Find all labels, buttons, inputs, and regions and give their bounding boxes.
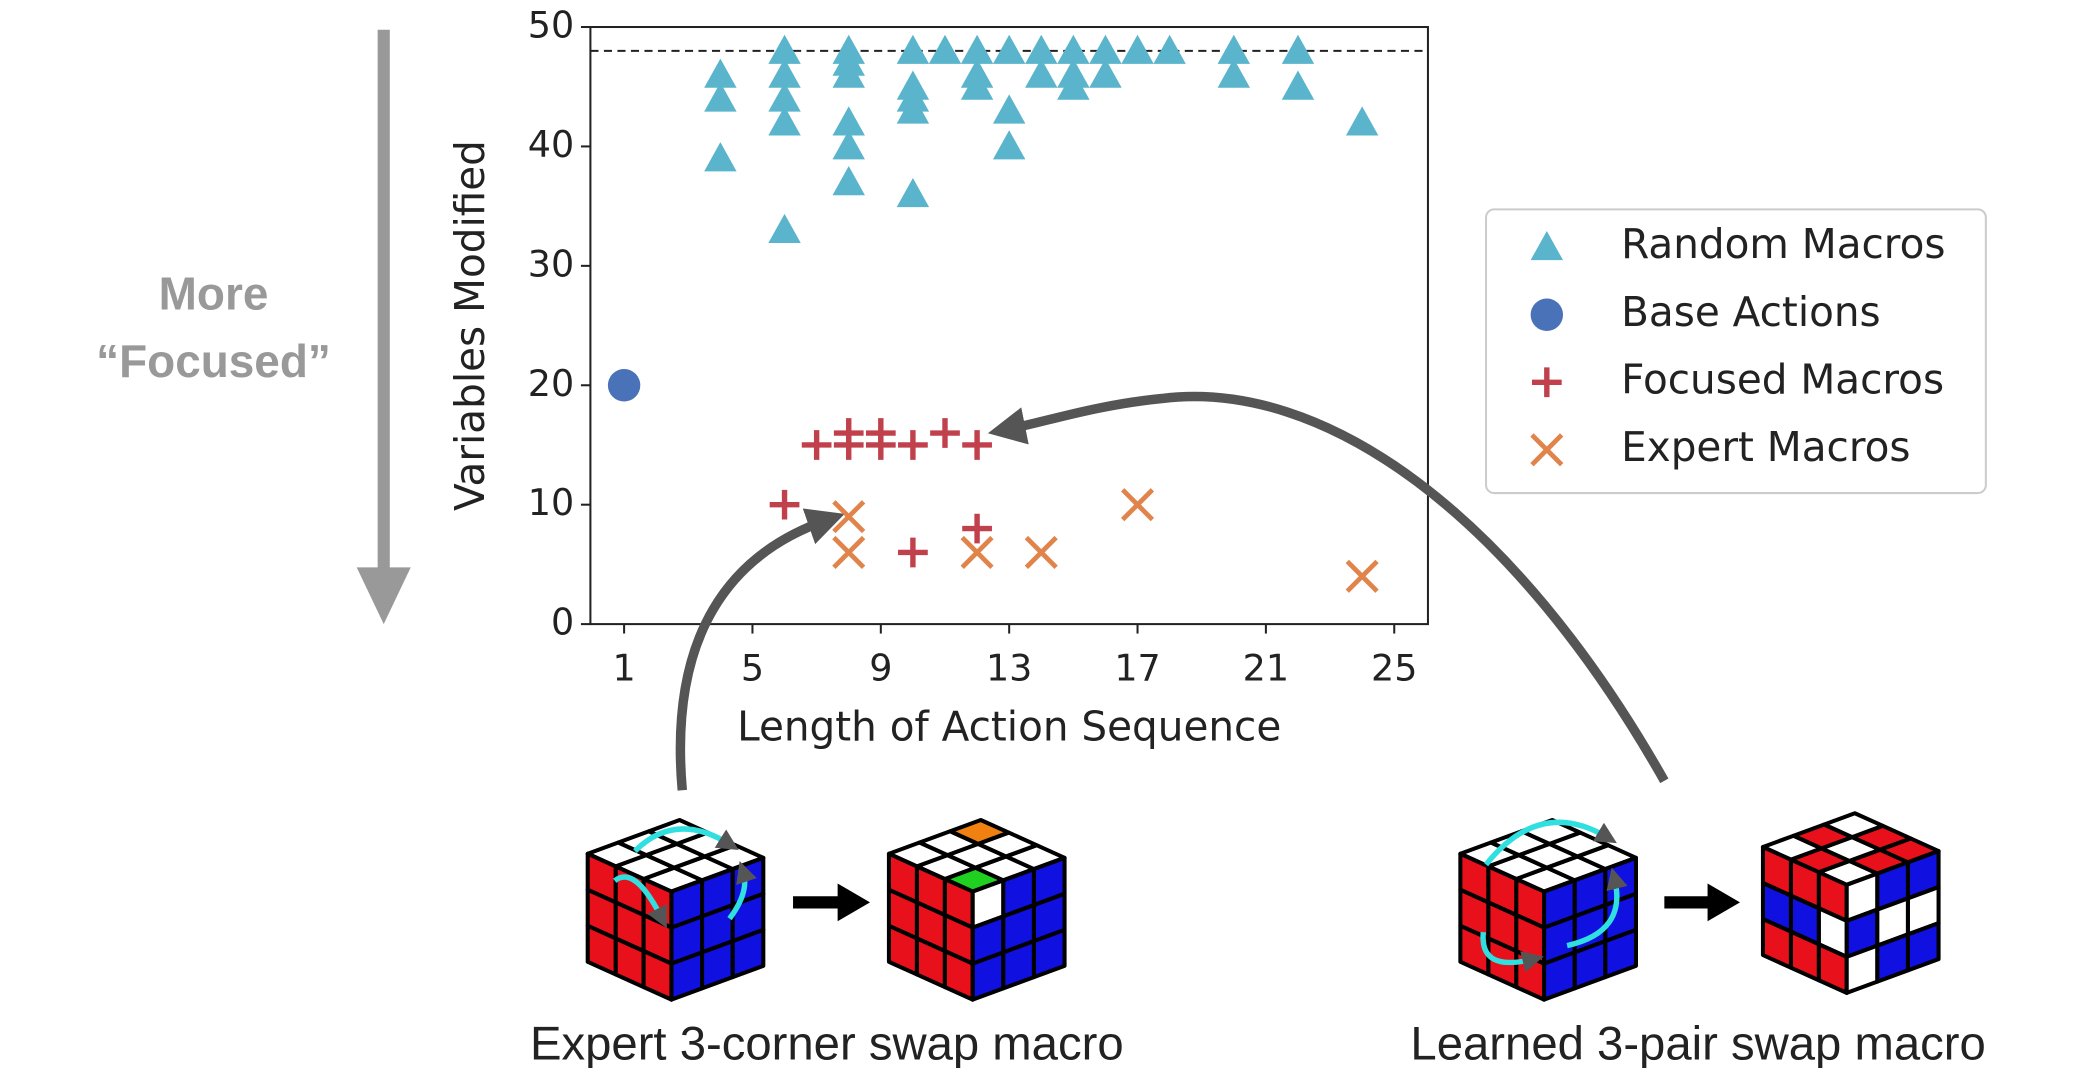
point bbox=[1282, 35, 1314, 64]
point bbox=[770, 490, 800, 520]
transition-arrow bbox=[838, 883, 870, 921]
point bbox=[993, 94, 1025, 123]
y-tick-label: 0 bbox=[551, 601, 574, 644]
point bbox=[802, 430, 832, 460]
legend-marker bbox=[1531, 299, 1563, 331]
point bbox=[1347, 561, 1377, 591]
point bbox=[834, 538, 864, 568]
point bbox=[929, 35, 961, 64]
focus-arrow-head bbox=[357, 567, 411, 624]
figure: More “Focused” Length of Action Sequence… bbox=[0, 0, 2094, 1068]
legend-label: Base Actions bbox=[1621, 288, 1881, 336]
point bbox=[1026, 538, 1056, 568]
point bbox=[768, 214, 800, 243]
point bbox=[962, 430, 992, 460]
legend-label: Expert Macros bbox=[1621, 423, 1910, 471]
side-label: More bbox=[159, 267, 269, 319]
point bbox=[930, 418, 960, 448]
caption: Learned 3-pair swap macro bbox=[1410, 1017, 1985, 1068]
x-axis-label: Length of Action Sequence bbox=[737, 702, 1281, 750]
side-label: “Focused” bbox=[96, 335, 331, 387]
y-axis-label: Variables Modified bbox=[446, 140, 494, 511]
point bbox=[1282, 71, 1314, 100]
point bbox=[833, 166, 865, 195]
x-tick-label: 25 bbox=[1371, 647, 1417, 690]
point bbox=[993, 35, 1025, 64]
point bbox=[898, 430, 928, 460]
x-tick-label: 1 bbox=[612, 647, 635, 690]
legend-label: Random Macros bbox=[1621, 220, 1945, 268]
point bbox=[1153, 35, 1185, 64]
x-tick-label: 17 bbox=[1114, 647, 1160, 690]
y-tick-label: 20 bbox=[528, 362, 574, 405]
point bbox=[834, 502, 864, 532]
legend-label: Focused Macros bbox=[1621, 355, 1944, 403]
point bbox=[1121, 35, 1153, 64]
x-tick-label: 9 bbox=[869, 647, 892, 690]
x-tick-label: 21 bbox=[1243, 647, 1289, 690]
point bbox=[898, 538, 928, 568]
y-tick-label: 30 bbox=[528, 242, 574, 285]
y-tick-label: 10 bbox=[528, 481, 574, 524]
point bbox=[1123, 490, 1153, 520]
transition-arrow bbox=[1708, 883, 1740, 921]
point bbox=[897, 178, 929, 207]
point bbox=[608, 369, 640, 401]
point bbox=[704, 142, 736, 171]
x-tick-label: 5 bbox=[741, 647, 764, 690]
cube-illustrations bbox=[588, 813, 1939, 999]
caption: Expert 3-corner swap macro bbox=[530, 1017, 1124, 1068]
y-tick-label: 50 bbox=[528, 4, 574, 47]
point bbox=[1346, 106, 1378, 135]
y-tick-label: 40 bbox=[528, 123, 574, 166]
x-tick-label: 13 bbox=[986, 647, 1032, 690]
point bbox=[897, 35, 929, 64]
point bbox=[993, 130, 1025, 159]
